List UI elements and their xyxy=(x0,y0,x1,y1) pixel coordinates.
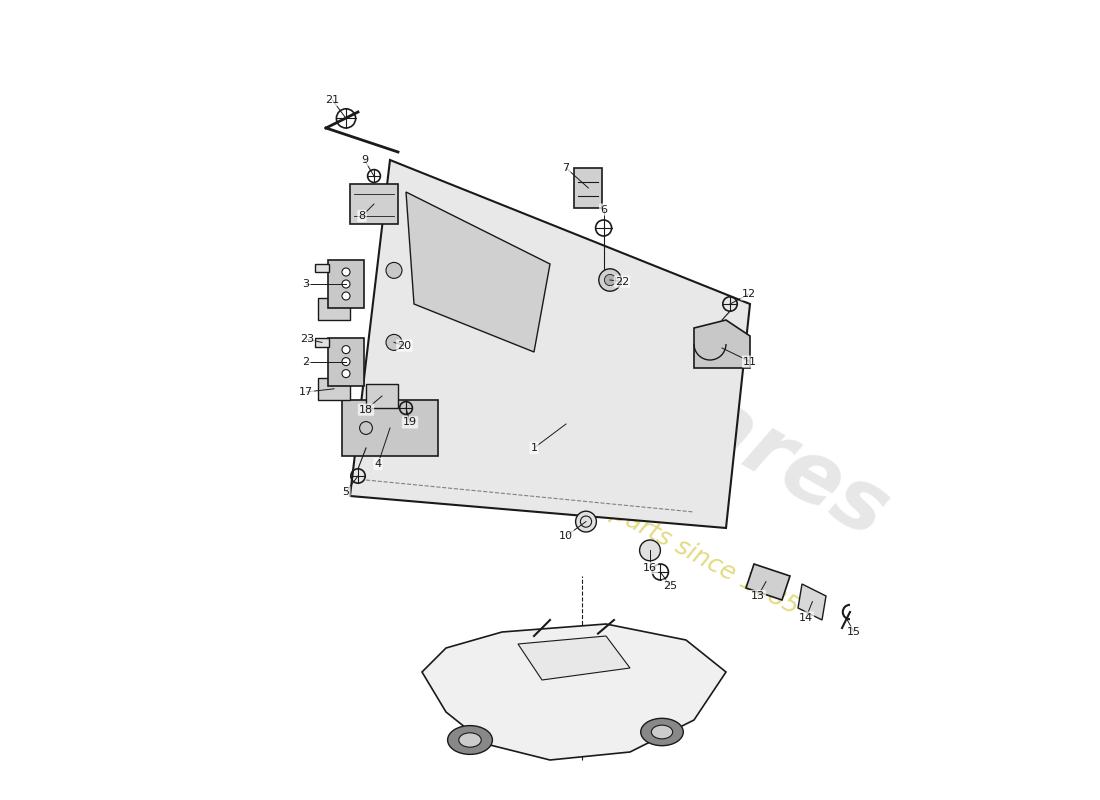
Ellipse shape xyxy=(640,718,683,746)
Polygon shape xyxy=(518,636,630,680)
Polygon shape xyxy=(574,168,602,208)
Text: 9: 9 xyxy=(361,155,368,165)
Polygon shape xyxy=(350,160,750,528)
Circle shape xyxy=(342,370,350,378)
Ellipse shape xyxy=(459,733,481,747)
Text: 5: 5 xyxy=(342,487,350,497)
Circle shape xyxy=(386,262,402,278)
Circle shape xyxy=(342,346,350,354)
Polygon shape xyxy=(422,624,726,760)
Text: 4: 4 xyxy=(374,459,382,469)
Bar xyxy=(315,338,329,346)
Text: 10: 10 xyxy=(559,531,573,541)
Circle shape xyxy=(604,274,616,286)
Text: 12: 12 xyxy=(741,290,756,299)
Circle shape xyxy=(575,511,596,532)
Text: 22: 22 xyxy=(615,277,629,286)
Circle shape xyxy=(639,540,660,561)
Ellipse shape xyxy=(448,726,493,754)
Text: 23: 23 xyxy=(299,334,314,344)
Text: 18: 18 xyxy=(359,405,373,414)
Circle shape xyxy=(386,334,402,350)
Polygon shape xyxy=(329,338,364,386)
Polygon shape xyxy=(366,384,398,408)
Circle shape xyxy=(342,292,350,300)
Text: 15: 15 xyxy=(847,627,861,637)
Polygon shape xyxy=(350,184,398,224)
Text: 6: 6 xyxy=(601,205,607,214)
Polygon shape xyxy=(318,378,350,400)
Polygon shape xyxy=(329,260,364,308)
Polygon shape xyxy=(798,584,826,620)
Text: 21: 21 xyxy=(326,95,340,105)
Polygon shape xyxy=(694,320,750,368)
Circle shape xyxy=(342,358,350,366)
Text: 13: 13 xyxy=(751,591,764,601)
Polygon shape xyxy=(318,298,350,320)
Circle shape xyxy=(342,280,350,288)
Text: 25: 25 xyxy=(663,581,678,590)
Text: a passion for parts since 1985: a passion for parts since 1985 xyxy=(458,421,802,619)
Text: 17: 17 xyxy=(299,387,314,397)
Text: 7: 7 xyxy=(562,163,570,173)
Text: 20: 20 xyxy=(397,341,411,350)
Polygon shape xyxy=(406,192,550,352)
Circle shape xyxy=(598,269,622,291)
Text: 19: 19 xyxy=(403,418,417,427)
Text: eurospares: eurospares xyxy=(389,212,902,556)
Text: 11: 11 xyxy=(742,357,757,366)
Circle shape xyxy=(342,268,350,276)
Text: 14: 14 xyxy=(799,613,813,622)
Text: 2: 2 xyxy=(302,357,309,366)
Polygon shape xyxy=(342,400,438,456)
Bar xyxy=(315,264,329,272)
Text: 1: 1 xyxy=(530,443,538,453)
Ellipse shape xyxy=(651,725,672,739)
Text: 8: 8 xyxy=(359,211,365,221)
Polygon shape xyxy=(746,564,790,600)
Text: 3: 3 xyxy=(302,279,309,289)
Text: 16: 16 xyxy=(644,563,657,573)
